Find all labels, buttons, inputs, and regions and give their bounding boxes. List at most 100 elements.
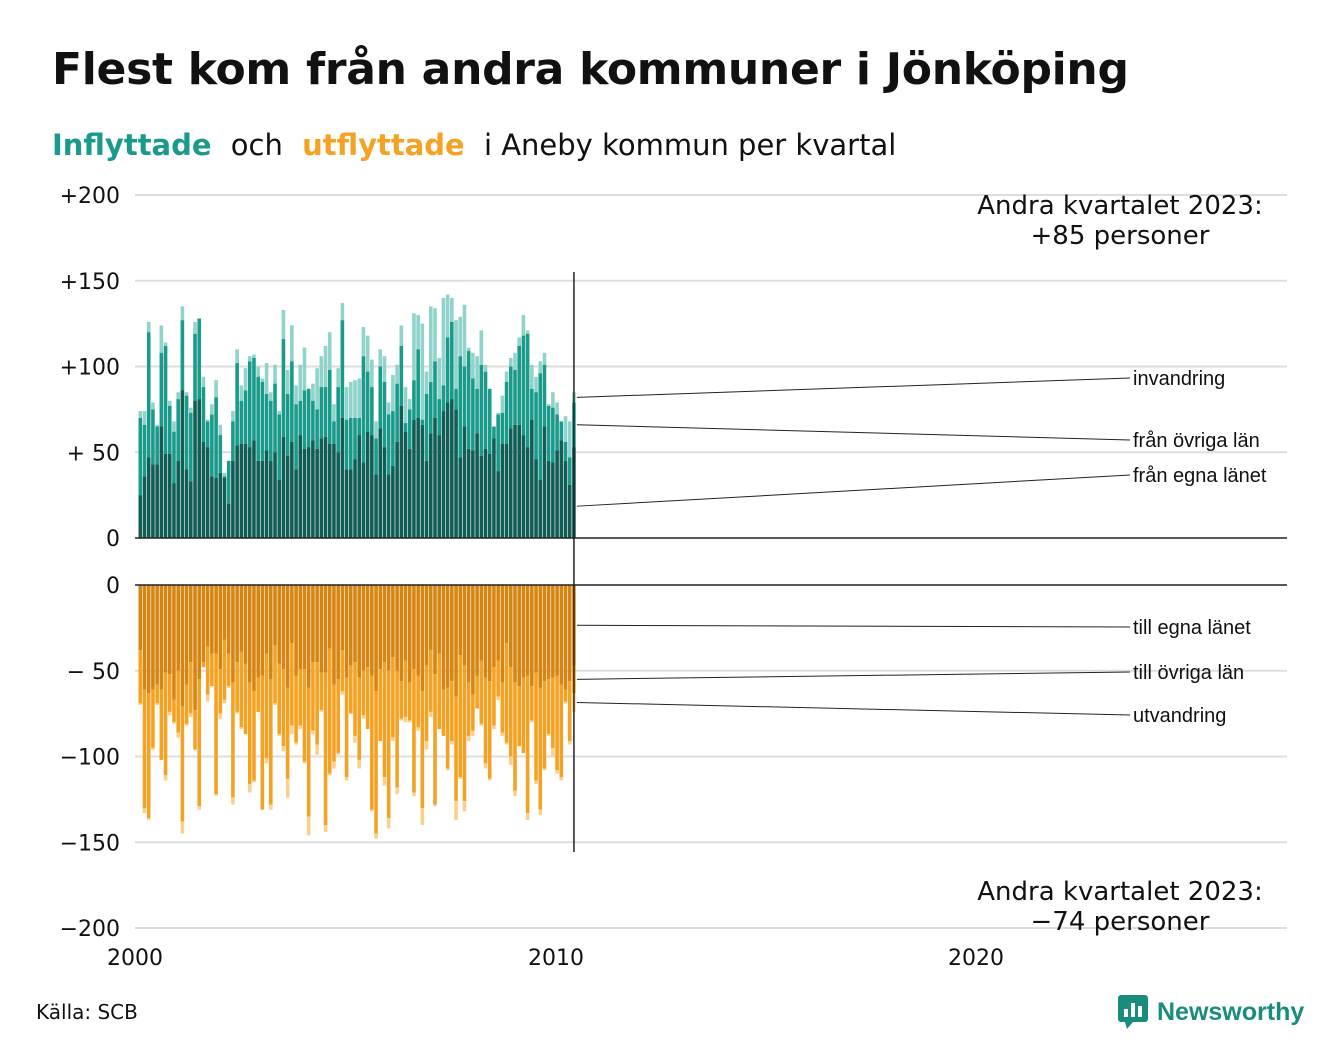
outflow-bar-ovriga-lan: [555, 675, 559, 771]
outflow-bar-ovriga-lan: [176, 670, 180, 733]
inflow-bar-ovriga-lan: [294, 404, 298, 470]
outflow-bar-ovriga-lan: [336, 679, 340, 754]
outflow-bar-ovriga-lan: [370, 675, 374, 810]
outflow-bar-ovriga-lan: [302, 669, 307, 762]
inflow-bar-invandring: [391, 375, 395, 412]
inflow-bar-ovriga-lan: [172, 431, 176, 484]
outflow-bar-ovriga-lan: [378, 669, 383, 742]
outflow-bar-ovriga-lan: [193, 710, 197, 750]
outflow-bar-ovriga-lan: [214, 653, 218, 795]
inflow-bar-egna-lanet: [138, 495, 143, 538]
inflow-bar-ovriga-lan: [441, 385, 446, 412]
outflow-bar-egna-lanet: [382, 585, 387, 663]
outflow-bar-ovriga-lan: [311, 662, 315, 731]
inflow-bar-egna-lanet: [201, 441, 206, 538]
outflow-bar-utvandring: [222, 699, 227, 704]
outflow-bar-ovriga-lan: [184, 684, 189, 724]
outflow-bar-utvandring: [546, 734, 551, 736]
outflow-bar-utvandring: [433, 804, 437, 807]
inflow-bar-egna-lanet: [163, 453, 168, 538]
inflow-bar-invandring: [205, 419, 210, 422]
outflow-bars: [138, 585, 576, 839]
outflow-bar-ovriga-lan: [428, 650, 433, 712]
inflow-bar-egna-lanet: [403, 431, 408, 538]
outflow-bar-utvandring: [374, 833, 378, 839]
outflow-bar-ovriga-lan: [285, 687, 290, 779]
outflow-bar-egna-lanet: [226, 585, 231, 654]
inflow-bar-egna-lanet: [302, 448, 307, 538]
outflow-bar-ovriga-lan: [239, 651, 244, 728]
inflow-bar-egna-lanet: [159, 426, 164, 538]
inflow-bar-egna-lanet: [424, 460, 429, 538]
inflow-bar-invandring: [420, 323, 425, 420]
outflow-bar-ovriga-lan: [231, 682, 235, 798]
outflow-bar-utvandring: [530, 720, 534, 723]
outflow-bar-egna-lanet: [500, 585, 505, 683]
inflow-bar-egna-lanet: [475, 433, 479, 538]
inflow-bar-egna-lanet: [155, 464, 159, 538]
y-tick-label-bottom: −200: [60, 917, 120, 942]
outflow-bar-utvandring: [138, 703, 143, 706]
outflow-bar-utvandring: [538, 809, 543, 815]
inflow-bar-egna-lanet: [193, 400, 197, 538]
inflow-bar-egna-lanet: [357, 435, 362, 538]
series-label-till-ovriga-lan-leader: [576, 671, 1131, 680]
outflow-bar-utvandring: [428, 711, 433, 718]
outflow-bar-egna-lanet: [353, 585, 357, 663]
outflow-bar-ovriga-lan: [521, 677, 526, 754]
outflow-bar-egna-lanet: [399, 585, 404, 682]
outflow-bar-ovriga-lan: [252, 691, 256, 781]
inflow-bar-egna-lanet: [306, 447, 311, 538]
outflow-bar-egna-lanet: [302, 585, 307, 670]
inflow-bar-invandring: [458, 316, 463, 357]
inflow-bar-ovriga-lan: [193, 333, 197, 401]
outflow-bar-utvandring: [504, 742, 509, 745]
inflow-bar-invandring: [445, 294, 450, 338]
inflow-bar-egna-lanet: [370, 435, 374, 538]
outflow-bar-egna-lanet: [542, 585, 547, 682]
inflow-bar-ovriga-lan: [546, 405, 551, 461]
inflow-bar-egna-lanet: [349, 469, 353, 538]
inflow-bar-egna-lanet: [433, 417, 437, 538]
inflow-bar-ovriga-lan: [315, 409, 319, 449]
inflow-bar-ovriga-lan: [231, 421, 235, 461]
outflow-bar-ovriga-lan: [437, 653, 442, 730]
outflow-bar-ovriga-lan: [172, 699, 176, 723]
outflow-bar-ovriga-lan: [567, 681, 572, 742]
inflow-bar-invandring: [210, 404, 214, 415]
outflow-bar-utvandring: [269, 804, 273, 810]
outflow-bar-utvandring: [294, 742, 298, 745]
outflow-bar-utvandring: [218, 713, 223, 719]
outflow-bar-ovriga-lan: [218, 669, 223, 714]
outflow-bar-ovriga-lan: [290, 643, 294, 726]
outflow-bar-ovriga-lan: [395, 670, 399, 788]
inflow-bar-ovriga-lan: [319, 387, 324, 439]
outflow-bar-egna-lanet: [138, 585, 143, 651]
inflow-bar-invandring: [214, 380, 218, 398]
outflow-bar-utvandring: [205, 694, 210, 702]
subtitle-och: och: [230, 128, 283, 162]
inflow-bar-ovriga-lan: [285, 393, 290, 456]
outflow-bar-utvandring: [370, 809, 374, 812]
outflow-bar-utvandring: [551, 747, 555, 757]
inflow-bar-invandring: [260, 378, 265, 382]
inflow-bar-egna-lanet: [205, 447, 210, 538]
outflow-bar-ovriga-lan: [159, 689, 164, 760]
inflow-bar-ovriga-lan: [420, 419, 425, 425]
inflow-bar-invandring: [353, 380, 357, 418]
outflow-bar-ovriga-lan: [500, 682, 505, 733]
outflow-bar-egna-lanet: [559, 585, 564, 685]
inflow-bar-invandring: [542, 352, 547, 365]
inflow-bar-egna-lanet: [458, 457, 463, 538]
inflow-bar-invandring: [285, 369, 290, 394]
outflow-bar-egna-lanet: [252, 585, 256, 692]
outflow-bar-egna-lanet: [319, 585, 324, 673]
inflow-bar-invandring: [172, 421, 176, 432]
inflow-bar-egna-lanet: [344, 469, 349, 538]
inflow-bar-ovriga-lan: [138, 417, 143, 496]
outflow-bar-ovriga-lan: [504, 643, 509, 743]
inflow-bar-ovriga-lan: [336, 387, 340, 453]
inflow-bar-ovriga-lan: [428, 381, 433, 434]
outflow-bar-utvandring: [319, 710, 324, 712]
inflow-bar-invandring: [424, 371, 429, 394]
